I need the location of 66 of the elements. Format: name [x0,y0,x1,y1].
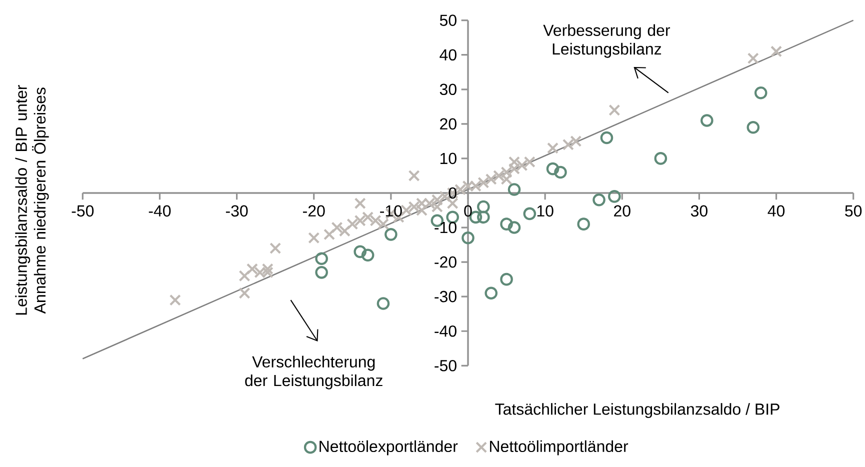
point [608,190,621,203]
y-tick-label: 20 [440,118,456,130]
y-tick-label: -40 [434,325,456,337]
x-tick-label: -10 [380,205,402,217]
x-tick-label: -40 [148,205,171,217]
x-tick-label: 50 [845,205,862,217]
point [315,266,328,279]
annotation: Verschlechterung der Leistungsbilanz [245,356,382,390]
point [754,86,768,100]
point [546,142,559,154]
point [446,198,458,210]
point [508,183,521,196]
point [746,120,760,134]
point [408,170,420,182]
point [354,245,367,258]
point [600,131,614,144]
y-tick-label: -20 [434,256,456,268]
y-tick-label: -10 [434,222,456,234]
point [700,114,714,127]
y-tick-label: -30 [434,290,456,302]
x-tick-label: -50 [72,205,94,217]
point [384,228,398,241]
point [747,52,759,64]
annotation: Verbesserung der Leistungsbilanz [543,24,670,58]
x-tick-label: 20 [614,205,630,217]
y-tick-label: -50 [434,360,456,372]
x-tick-label: 10 [537,205,554,217]
point [484,286,498,300]
y-tick-label: 30 [440,84,456,96]
point [654,152,668,165]
point [477,200,490,214]
point [592,193,606,206]
point [462,231,474,244]
point [577,218,590,230]
x-tick-label: -20 [303,205,325,217]
point [376,297,390,310]
point [770,46,782,58]
point [238,287,250,299]
point [500,218,513,230]
x-tick-label: 0 [464,205,472,217]
point [477,210,490,224]
point [169,294,181,306]
y-tick-label: 10 [440,152,456,164]
legend-label: Nettoölexportländer [320,440,458,456]
y-tick-label: 50 [440,14,456,26]
point [523,207,536,220]
point [546,162,560,176]
x-tick-label: 30 [690,205,708,217]
x-axis-title: Tatsächlicher Leistungsbilanzsaldo / BIP [495,403,780,418]
point [508,221,521,234]
point [324,228,336,240]
legend-label: Nettoölimportländer [490,440,628,456]
x-tick-label: 40 [768,205,785,217]
y-tick-label: 0 [448,187,456,199]
point [361,248,374,262]
x-tick-label: -30 [226,205,248,217]
y-tick-label: 40 [440,49,456,61]
point [308,232,320,244]
point [270,242,282,254]
point [500,272,513,286]
point [554,166,567,179]
point [238,270,250,282]
point [608,104,620,116]
y-axis-title: Leistungsbilanzsaldo / BIP unter Annahme niedrigeren Ölpreises [15,85,49,315]
point [354,198,366,210]
point [315,252,328,266]
